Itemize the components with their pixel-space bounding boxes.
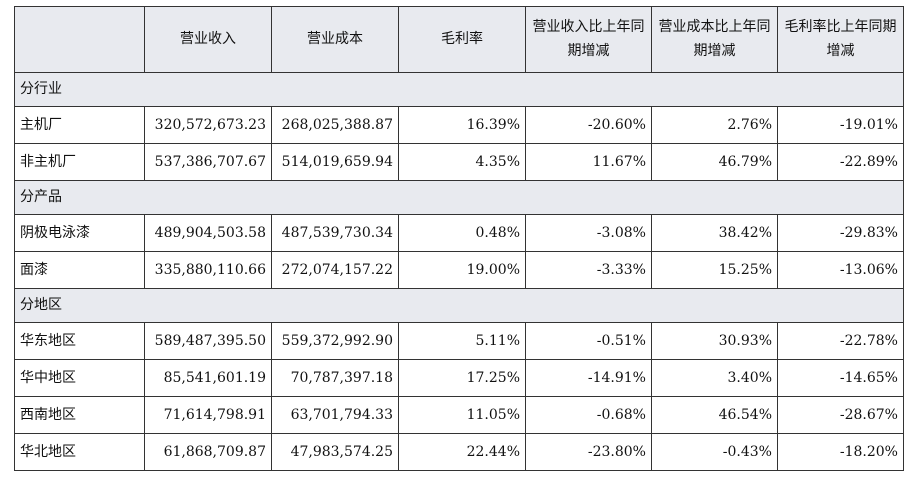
table-cell: 70,787,397.18	[271, 359, 399, 397]
table-cell: -0.43%	[651, 433, 778, 471]
table-cell: 30.93%	[651, 322, 778, 360]
header-row: 营业收入 营业成本 毛利率 营业收入比上年同期增减 营业成本比上年同期增减 毛利率比上年同…	[14, 6, 904, 73]
table-cell: 63,701,794.33	[271, 396, 399, 434]
row-label: 西南地区	[14, 396, 145, 434]
table-cell: 320,572,673.23	[144, 106, 272, 144]
table-cell: 16.39%	[398, 106, 526, 144]
row-label: 华东地区	[14, 322, 145, 360]
table-cell: 489,904,503.58	[144, 214, 272, 252]
table-cell: 487,539,730.34	[271, 214, 399, 252]
column-header: 营业收入	[144, 6, 272, 73]
table-cell: -20.60%	[525, 106, 652, 144]
table-cell: 17.25%	[398, 359, 526, 397]
section-title: 分地区	[14, 288, 904, 323]
row-label: 阴极电泳漆	[14, 214, 145, 252]
table-row: 华中地区 85,541,601.19 70,787,397.18 17.25% -14.…	[14, 359, 904, 397]
table-row: 西南地区 71,614,798.91 63,701,794.33 11.05% -0.6…	[14, 396, 904, 434]
table-cell: -29.83%	[777, 214, 904, 252]
table-cell: 46.79%	[651, 143, 778, 181]
table-cell: 589,487,395.50	[144, 322, 272, 360]
table-row: 面漆 335,880,110.66 272,074,157.22 19.00% -3.3…	[14, 251, 904, 289]
table-cell: 61,868,709.87	[144, 433, 272, 471]
table-cell: 71,614,798.91	[144, 396, 272, 434]
table-cell: 514,019,659.94	[271, 143, 399, 181]
table-cell: 268,025,388.87	[271, 106, 399, 144]
table-cell: -3.33%	[525, 251, 652, 289]
table-row: 阴极电泳漆 489,904,503.58 487,539,730.34 0.48% -3…	[14, 214, 904, 252]
table-cell: 5.11%	[398, 322, 526, 360]
table-cell: -28.67%	[777, 396, 904, 434]
table-cell: 3.40%	[651, 359, 778, 397]
column-header: 营业收入比上年同期增减	[525, 6, 652, 73]
table-cell: 85,541,601.19	[144, 359, 272, 397]
section-row: 分地区	[14, 288, 904, 323]
row-label: 非主机厂	[14, 143, 145, 181]
table-cell: 11.67%	[525, 143, 652, 181]
column-header: 营业成本比上年同期增减	[651, 6, 778, 73]
row-label: 华北地区	[14, 433, 145, 471]
table-cell: -14.91%	[525, 359, 652, 397]
column-header: 毛利率	[398, 6, 526, 73]
table-cell: 38.42%	[651, 214, 778, 252]
table-cell: -22.78%	[777, 322, 904, 360]
row-label: 主机厂	[14, 106, 145, 144]
table-cell: 11.05%	[398, 396, 526, 434]
row-label: 华中地区	[14, 359, 145, 397]
table-row: 非主机厂 537,386,707.67 514,019,659.94 4.35% 11.…	[14, 143, 904, 181]
header-cell-blank	[14, 6, 145, 73]
table-row: 华北地区 61,868,709.87 47,983,574.25 22.44% -23.…	[14, 433, 904, 471]
section-row: 分产品	[14, 180, 904, 215]
table-cell: 0.48%	[398, 214, 526, 252]
row-label: 面漆	[14, 251, 145, 289]
table-cell: 19.00%	[398, 251, 526, 289]
table-body: 分行业 主机厂 320,572,673.23 268,025,388.87 16.39%…	[14, 72, 904, 471]
column-header: 毛利率比上年同期增减	[777, 6, 904, 73]
table-cell: 15.25%	[651, 251, 778, 289]
table-cell: -0.68%	[525, 396, 652, 434]
section-row: 分行业	[14, 72, 904, 107]
table-cell: -19.01%	[777, 106, 904, 144]
table-cell: -18.20%	[777, 433, 904, 471]
table-cell: 537,386,707.67	[144, 143, 272, 181]
table-cell: -23.80%	[525, 433, 652, 471]
table-cell: 559,372,992.90	[271, 322, 399, 360]
table-cell: 46.54%	[651, 396, 778, 434]
financial-table: 营业收入 营业成本 毛利率 营业收入比上年同期增减 营业成本比上年同期增减 毛利率比上年同…	[14, 6, 904, 471]
table-cell: -22.89%	[777, 143, 904, 181]
table-cell: -13.06%	[777, 251, 904, 289]
table-cell: 22.44%	[398, 433, 526, 471]
table-cell: 272,074,157.22	[271, 251, 399, 289]
table-cell: 4.35%	[398, 143, 526, 181]
table-row: 主机厂 320,572,673.23 268,025,388.87 16.39% -20…	[14, 106, 904, 144]
column-header: 营业成本	[271, 6, 399, 73]
table-cell: -3.08%	[525, 214, 652, 252]
table-cell: 47,983,574.25	[271, 433, 399, 471]
table-row: 华东地区 589,487,395.50 559,372,992.90 5.11% -0.…	[14, 322, 904, 360]
table-cell: 335,880,110.66	[144, 251, 272, 289]
section-title: 分行业	[14, 72, 904, 107]
table-cell: 2.76%	[651, 106, 778, 144]
section-title: 分产品	[14, 180, 904, 215]
table-cell: -14.65%	[777, 359, 904, 397]
table-cell: -0.51%	[525, 322, 652, 360]
